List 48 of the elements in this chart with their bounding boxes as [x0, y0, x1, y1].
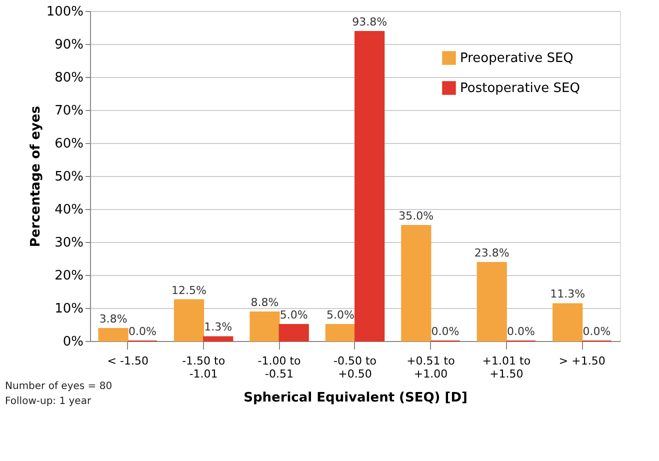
bar	[401, 225, 432, 342]
y-tick-label: 10%	[54, 302, 84, 316]
y-tick-label: 0%	[62, 334, 84, 350]
bar	[203, 336, 234, 342]
bar	[476, 262, 507, 342]
bar	[325, 324, 356, 342]
data-label: 0.0%	[582, 325, 611, 338]
data-label: 23.8%	[474, 246, 510, 260]
y-tick-label: 20%	[54, 268, 84, 284]
x-tick-label: -0.50 to +0.50	[333, 354, 377, 380]
x-tick-label: -1.50 to -1.01	[182, 354, 226, 380]
y-tick-label: 30%	[54, 236, 84, 250]
text: Number of eyes = 80	[5, 381, 112, 392]
data-label: 0.0%	[128, 325, 156, 338]
x-tick-label: < -1.50	[107, 354, 148, 368]
data-label: 5.0%	[326, 308, 354, 322]
y-tick-label: 50%	[54, 170, 84, 184]
y-tick-label: 80%	[54, 70, 84, 86]
bar	[354, 30, 385, 342]
data-label: 0.0%	[507, 325, 535, 338]
data-label: 0.0%	[431, 325, 460, 338]
data-label: 11.3%	[550, 288, 586, 301]
bar	[174, 299, 204, 342]
data-label: 93.8%	[352, 15, 388, 28]
data-label: 12.5%	[172, 284, 206, 297]
x-tick-label: -1.00 to -0.51	[258, 354, 302, 380]
x-tick-label: +1.01 to +1.50	[482, 354, 531, 380]
y-axis-title: Percentage of eyes	[28, 106, 44, 248]
data-label: 5.0%	[280, 308, 308, 322]
bar	[98, 328, 128, 342]
data-label: 1.3%	[204, 320, 232, 334]
data-label: 3.8%	[99, 312, 128, 326]
y-tick-label: 100%	[46, 4, 84, 20]
y-tick-label: 40%	[54, 202, 84, 218]
x-tick-label: +0.51 to +1.00	[406, 354, 456, 380]
bar	[552, 303, 583, 342]
y-tick-label: 90%	[54, 38, 84, 52]
x-axis-title: Spherical Equivalent (SEQ) [D]	[244, 390, 468, 406]
bar	[250, 311, 280, 342]
legend-label: Preoperative SEQ	[460, 51, 574, 66]
data-label: 8.8%	[250, 296, 279, 309]
text: Follow-up: 1 year	[5, 396, 92, 407]
bar	[278, 324, 309, 342]
legend-label: Postoperative SEQ	[460, 81, 580, 96]
y-tick-label: 60%	[54, 136, 84, 152]
y-tick-label: 70%	[54, 104, 84, 118]
x-tick-label: > +1.50	[558, 354, 606, 368]
data-label: 35.0%	[398, 210, 434, 222]
